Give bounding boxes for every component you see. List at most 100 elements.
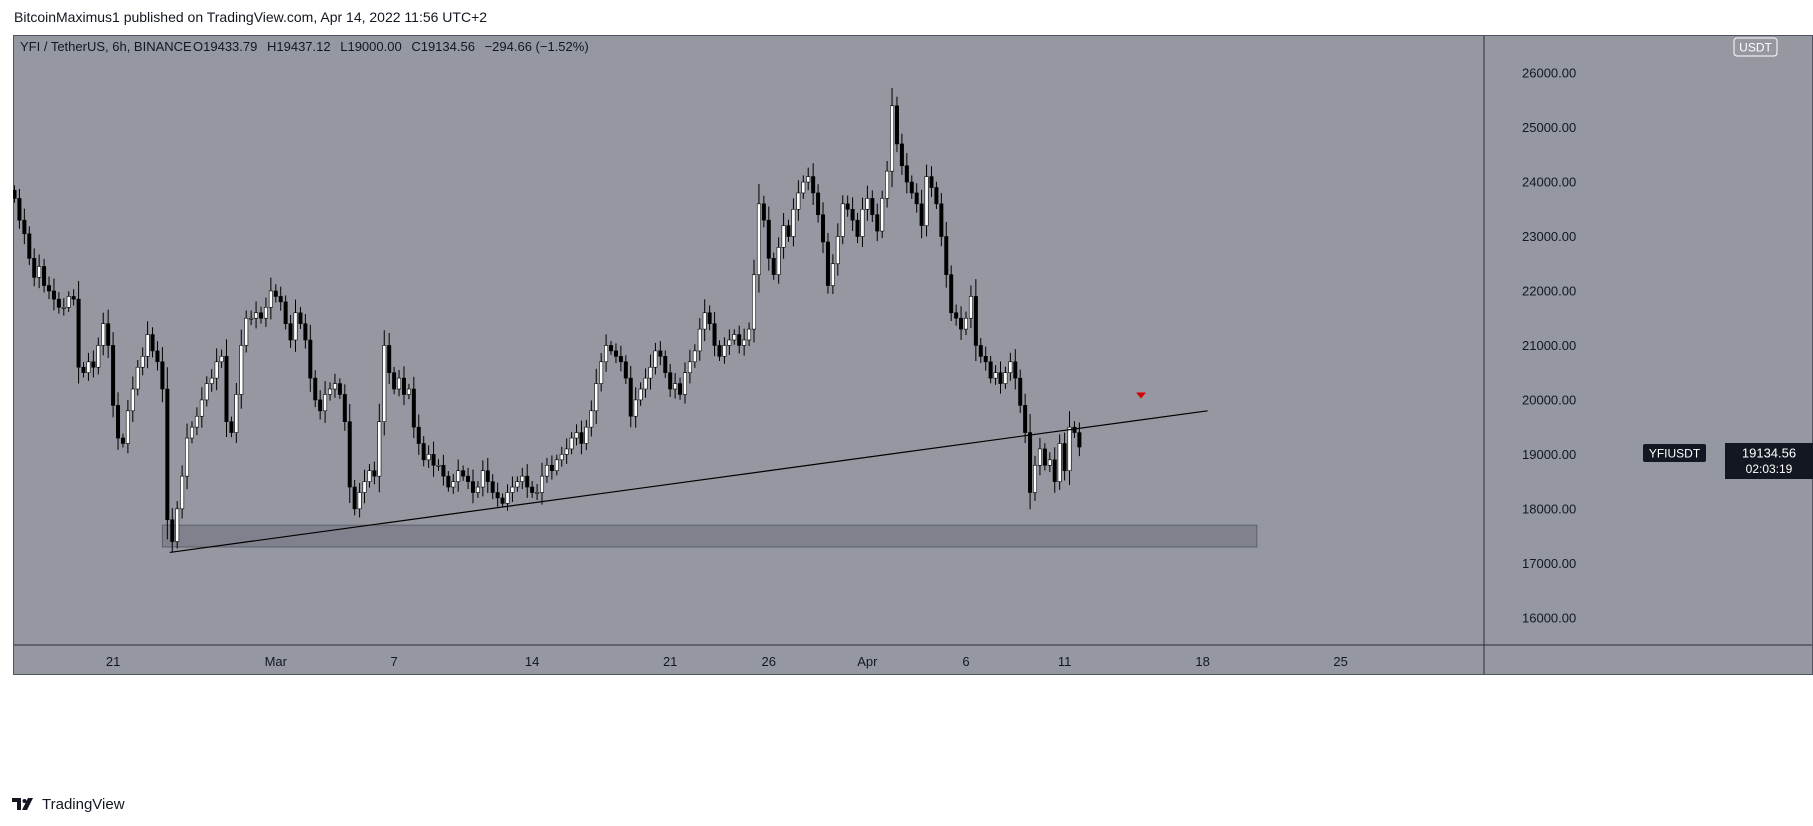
candle <box>821 202 826 254</box>
candle <box>944 222 949 288</box>
candle-body <box>421 443 426 461</box>
candle <box>189 421 194 444</box>
candle-body <box>244 317 249 346</box>
candle-body <box>678 383 683 395</box>
candle <box>983 346 988 371</box>
candle <box>870 190 875 222</box>
candle-body <box>816 192 821 216</box>
candle-body <box>495 492 500 499</box>
candle-body <box>786 225 791 237</box>
candle <box>431 441 436 477</box>
candle <box>756 183 761 293</box>
candle <box>1052 447 1057 493</box>
candle-body <box>1072 426 1077 433</box>
candle-body <box>71 296 76 300</box>
candle <box>885 161 890 208</box>
candle <box>441 454 446 486</box>
candle <box>175 501 180 549</box>
candle <box>480 460 485 497</box>
candle <box>475 481 480 498</box>
candle <box>968 285 973 329</box>
candle-body <box>919 203 924 226</box>
candle <box>387 333 392 384</box>
candle-body <box>229 421 234 433</box>
candle <box>86 352 91 381</box>
candle <box>278 286 283 311</box>
candle <box>170 507 175 553</box>
legend-change: −294.66 (−1.52%) <box>485 39 589 54</box>
candle-body <box>175 508 180 542</box>
candle-body <box>470 481 475 493</box>
candle <box>722 337 727 364</box>
candle <box>318 390 323 420</box>
legend-high-label: H <box>267 39 276 54</box>
candle-body <box>697 328 702 352</box>
legend-low-value: 19000.00 <box>347 39 401 54</box>
candle-body <box>530 486 535 493</box>
candle-body <box>199 399 204 417</box>
candle-body <box>648 366 653 379</box>
axis-corner <box>1484 645 1813 675</box>
candle <box>742 328 747 356</box>
candle-body <box>564 448 569 455</box>
candle <box>461 465 466 481</box>
candle <box>495 482 500 507</box>
candle <box>998 361 1003 394</box>
candle-body <box>1037 448 1042 466</box>
candle <box>209 369 214 392</box>
candle <box>101 312 106 356</box>
candle-body <box>352 486 357 510</box>
candle-body <box>599 361 604 384</box>
currency-badge-box[interactable] <box>1733 37 1778 57</box>
candle <box>229 416 234 438</box>
candle-body <box>273 290 278 297</box>
candle <box>584 419 589 451</box>
candle-body <box>540 475 545 493</box>
candle-body <box>801 181 806 194</box>
time-tick-label: 6 <box>962 654 969 669</box>
candle <box>949 265 954 322</box>
chart[interactable]: 26000.00 25000.00 24000.00 23000.00 22000.00… <box>13 35 1813 782</box>
price-axis[interactable] <box>1484 35 1813 645</box>
candle-body <box>959 317 964 330</box>
candle-body <box>742 339 747 346</box>
candle <box>263 297 268 327</box>
candle <box>500 493 505 508</box>
candle-body <box>722 345 727 357</box>
candle <box>658 341 663 366</box>
time-axis[interactable] <box>13 645 1484 675</box>
candle <box>249 310 254 326</box>
candle <box>988 356 993 384</box>
candle-body <box>628 377 633 417</box>
candle <box>609 340 614 355</box>
candle-body <box>1047 459 1052 466</box>
candle <box>791 198 796 247</box>
candle-body <box>890 105 895 172</box>
candle <box>687 349 692 384</box>
candle <box>130 376 135 423</box>
candle-body <box>855 219 860 237</box>
candle <box>51 278 56 311</box>
candle-body <box>27 233 32 259</box>
candle-body <box>357 492 362 510</box>
candle <box>781 213 786 259</box>
candle-body <box>668 372 673 390</box>
candle <box>313 370 318 408</box>
legend-high-value: 19437.12 <box>276 39 330 54</box>
candle-body <box>544 464 549 477</box>
candle-body <box>37 266 42 278</box>
candle <box>890 88 895 188</box>
candle-body <box>347 421 352 488</box>
candle <box>776 237 781 284</box>
candle <box>934 181 939 210</box>
candle <box>451 474 456 494</box>
candle-body <box>707 312 712 324</box>
candle <box>1062 432 1067 481</box>
candle <box>372 461 377 485</box>
candle <box>673 373 678 399</box>
price-tick-label: 25000.00 <box>1522 120 1576 135</box>
candle <box>204 376 209 407</box>
price-tick-label: 24000.00 <box>1522 175 1576 190</box>
candle-body <box>180 475 185 510</box>
candle-body <box>234 394 239 433</box>
